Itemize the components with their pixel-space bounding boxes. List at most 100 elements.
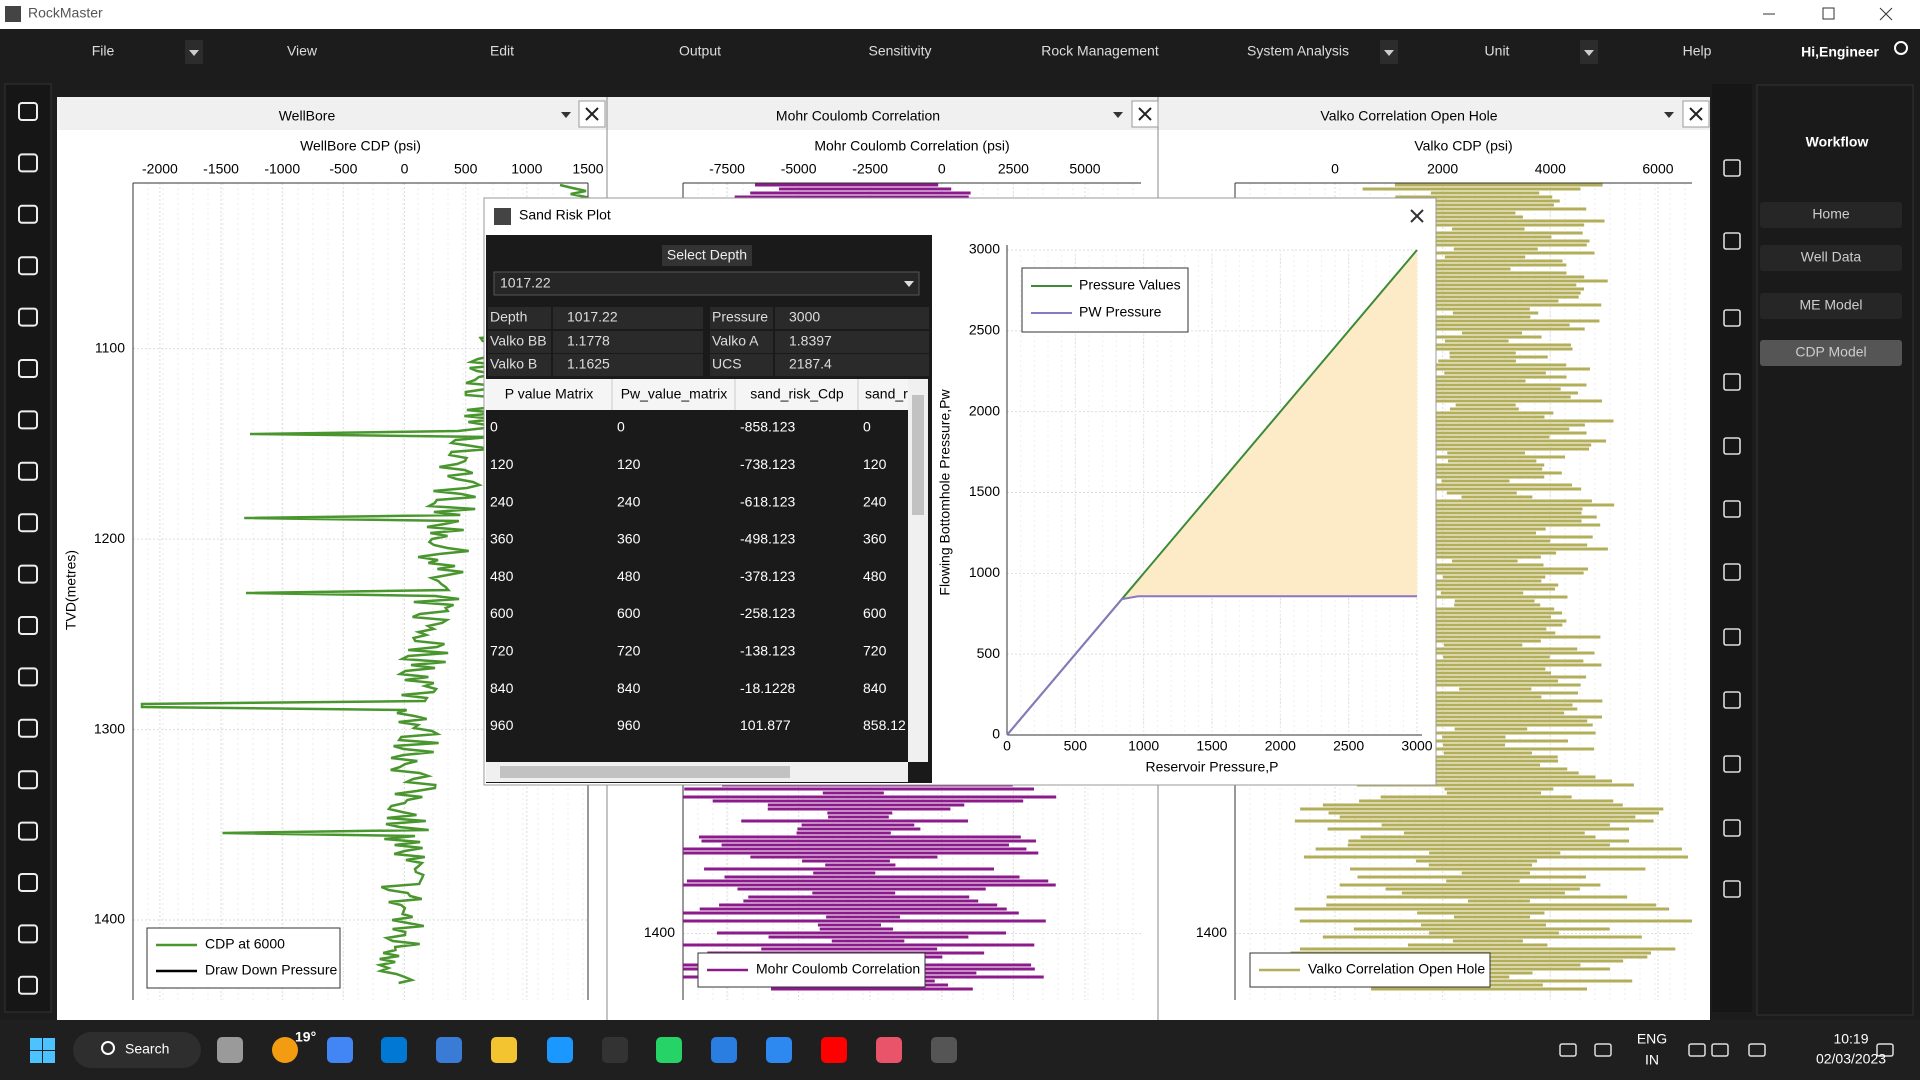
data-table: P value Matrix Pw_value_matrix sand_risk_C… (486, 379, 908, 733)
dialog-title: Sand Risk Plot (519, 207, 611, 223)
taskbar-app[interactable] (217, 1037, 243, 1063)
axis-title: WellBore CDP (psi) (300, 138, 421, 154)
x-tick-label: 1500 (1196, 738, 1227, 754)
tool-icon[interactable] (18, 975, 38, 995)
tool-icon[interactable] (18, 770, 38, 790)
tray-icon[interactable] (1559, 1043, 1577, 1057)
side-icon[interactable] (1723, 373, 1741, 391)
tool-icon[interactable] (18, 102, 38, 121)
dialog-close[interactable] (1410, 209, 1424, 223)
table-cell: 240 (617, 493, 641, 509)
workflow-button[interactable] (1760, 293, 1902, 319)
select-depth-button[interactable] (662, 245, 752, 266)
menu-item: Unit (1485, 43, 1510, 59)
panel-dropdown (1113, 112, 1123, 118)
taskbar-app[interactable] (711, 1037, 737, 1063)
tool-icon[interactable] (18, 307, 38, 327)
start-logo[interactable] (30, 1051, 42, 1063)
tool-icon[interactable] (18, 564, 38, 584)
maximize-button[interactable] (1822, 7, 1835, 20)
side-icon[interactable] (1723, 755, 1741, 773)
panel-dropdown (561, 112, 571, 118)
taskbar-app[interactable] (602, 1037, 628, 1063)
taskbar-app[interactable] (821, 1037, 847, 1063)
taskbar-app[interactable] (491, 1037, 517, 1063)
taskbar-app[interactable] (876, 1037, 902, 1063)
tray-lang: IN (1645, 1052, 1659, 1068)
table-cell: 600 (863, 605, 887, 621)
taskbar-app[interactable] (272, 1037, 298, 1063)
field-value-cell (553, 354, 703, 376)
tool-icon[interactable] (18, 616, 38, 635)
search-box[interactable] (73, 1032, 201, 1068)
table-cell: -138.123 (740, 643, 795, 659)
right-toolbar (1712, 84, 1752, 1012)
taskbar-app[interactable] (436, 1037, 462, 1063)
start-logo[interactable] (43, 1051, 55, 1063)
workflow-button[interactable] (1760, 340, 1902, 366)
tray-icon[interactable] (1688, 1043, 1706, 1057)
close-button[interactable] (1879, 7, 1893, 21)
tool-icon[interactable] (18, 153, 38, 173)
side-icon[interactable] (1723, 563, 1741, 581)
tray-icon[interactable] (1876, 1043, 1894, 1057)
x-tick-label: 2000 (1427, 161, 1458, 177)
taskbar-app[interactable] (547, 1037, 573, 1063)
tool-icon[interactable] (18, 873, 38, 892)
workflow-button[interactable] (1760, 245, 1902, 271)
legend-label: CDP at 6000 (205, 936, 285, 952)
table-column-header: sand_r (865, 386, 908, 402)
clock-time: 10:19 (1833, 1031, 1868, 1047)
tool-icon[interactable] (18, 513, 38, 533)
field-label-cell (488, 354, 551, 376)
y-tick-label: 1400 (644, 924, 675, 940)
panel-close[interactable] (1689, 107, 1703, 121)
panel-close[interactable] (1138, 107, 1152, 121)
start-logo[interactable] (43, 1038, 55, 1050)
table-cell: 600 (490, 605, 514, 621)
tool-icon[interactable] (18, 821, 38, 841)
tool-icon[interactable] (18, 359, 38, 378)
table-column-header: sand_risk_Cdp (750, 386, 844, 402)
tool-icon[interactable] (18, 204, 38, 224)
table-cell: 858.12 (863, 717, 906, 733)
field-value: 1.8397 (789, 333, 832, 349)
taskbar-app[interactable] (766, 1037, 792, 1063)
v-scroll-thumb[interactable] (912, 395, 924, 515)
side-icon[interactable] (1723, 232, 1741, 250)
tool-icon[interactable] (18, 410, 38, 430)
taskbar-app[interactable] (381, 1037, 407, 1063)
side-icon[interactable] (1723, 880, 1741, 898)
taskbar-app[interactable] (656, 1037, 682, 1063)
start-logo[interactable] (30, 1038, 42, 1050)
tool-icon[interactable] (18, 667, 38, 687)
tool-icon[interactable] (18, 256, 38, 276)
depth-dropdown[interactable] (493, 271, 920, 296)
tool-icon[interactable] (18, 924, 38, 944)
taskbar-app[interactable] (327, 1037, 353, 1063)
panel-close[interactable] (585, 107, 599, 121)
field-value-cell (553, 307, 703, 329)
tray-icon[interactable] (1748, 1043, 1766, 1057)
side-icon[interactable] (1723, 819, 1741, 837)
table-cell: 840 (490, 680, 514, 696)
table-cell: 360 (617, 531, 641, 547)
tray-icon[interactable] (1594, 1043, 1612, 1057)
table-cell: -618.123 (740, 493, 795, 509)
side-icon[interactable] (1723, 628, 1741, 646)
tool-icon[interactable] (18, 461, 38, 481)
y-tick-label: 1400 (94, 911, 125, 927)
side-icon[interactable] (1723, 309, 1741, 327)
field-value: 1.1625 (567, 356, 610, 372)
workflow-panel (1756, 84, 1914, 1016)
tray-icon[interactable] (1711, 1043, 1729, 1057)
tool-icon[interactable] (18, 718, 38, 738)
h-scroll-thumb[interactable] (500, 766, 790, 778)
taskbar-app[interactable] (931, 1037, 957, 1063)
side-icon[interactable] (1723, 159, 1741, 177)
y-tick-label: 0 (992, 726, 1000, 742)
side-icon[interactable] (1723, 500, 1741, 518)
side-icon[interactable] (1723, 437, 1741, 455)
side-icon[interactable] (1723, 691, 1741, 709)
workflow-button[interactable] (1760, 202, 1902, 228)
